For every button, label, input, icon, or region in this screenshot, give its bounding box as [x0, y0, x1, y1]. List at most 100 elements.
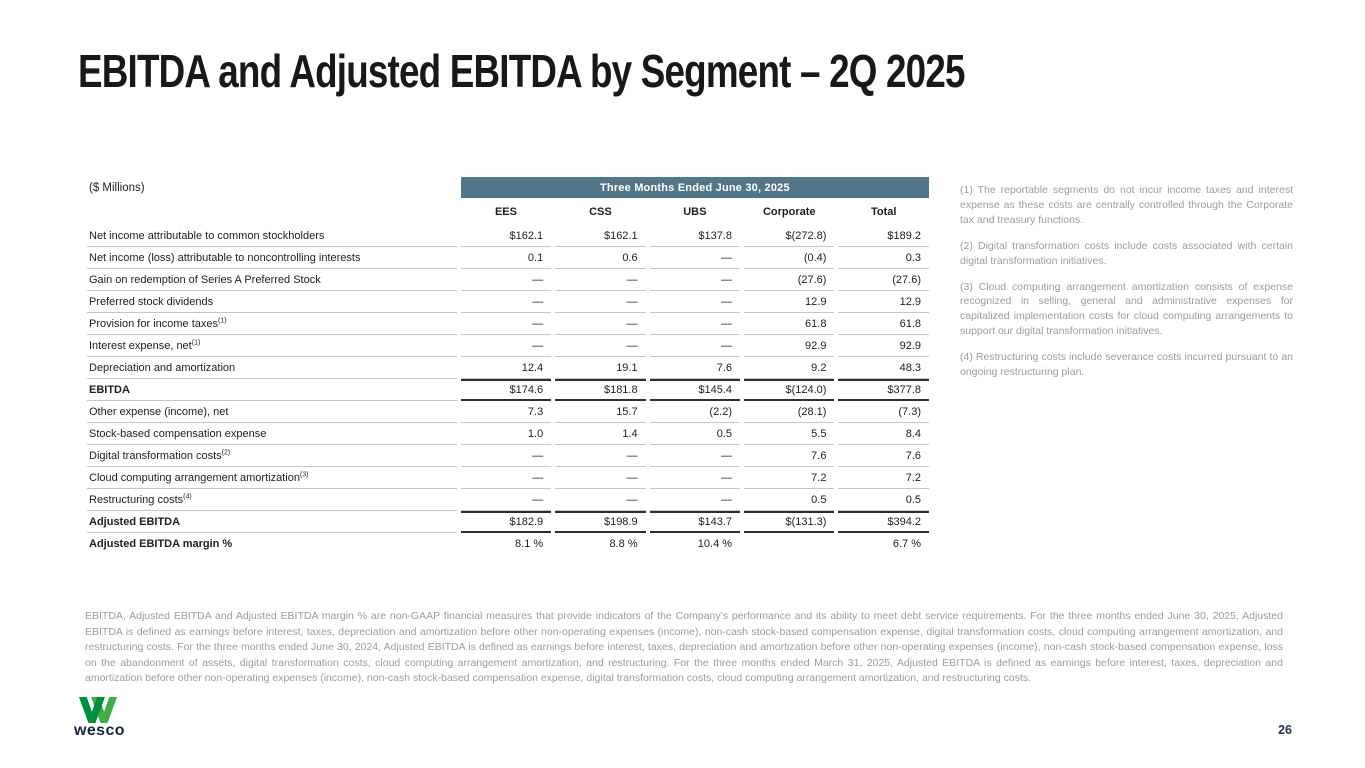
cell-total: 48.3	[838, 357, 929, 379]
cell-total: 0.5	[838, 489, 929, 511]
column-header-corporate: Corporate	[762, 205, 816, 218]
cell-ubs: —	[649, 313, 741, 335]
table-row: Stock-based compensation expense 1.0 1.4…	[87, 423, 929, 445]
column-header-empty	[87, 198, 457, 225]
table-row: Net income (loss) attributable to noncon…	[87, 247, 929, 269]
cell-ubs: 0.5	[649, 423, 741, 445]
non-gaap-disclaimer: EBITDA, Adjusted EBITDA and Adjusted EBI…	[85, 610, 1283, 685]
cell-ees: 0.1	[460, 247, 552, 269]
table-row: Provision for income taxes(1) — — — 61.8…	[87, 313, 929, 335]
cell-corporate: 7.2	[744, 467, 835, 489]
row-label: Net income attributable to common stockh…	[87, 225, 457, 247]
cell-ees: 8.1 %	[515, 538, 544, 550]
cell-ubs: $145.4	[649, 379, 741, 401]
column-header-total: Total	[870, 205, 897, 218]
table-row: Depreciation and amortization 12.4 19.1 …	[87, 357, 929, 379]
cell-ubs: —	[649, 489, 741, 511]
cell-css: $181.8	[555, 379, 646, 401]
row-label: Stock-based compensation expense	[87, 423, 457, 445]
table-row: Other expense (income), net 7.3 15.7 (2.…	[87, 401, 929, 423]
cell-ubs: —	[649, 247, 741, 269]
cell-total: 8.4	[838, 423, 929, 445]
table-row: Digital transformation costs(2) — — — 7.…	[87, 445, 929, 467]
cell-corporate: 9.2	[744, 357, 835, 379]
cell-ees: —	[460, 291, 552, 313]
cell-corporate: 5.5	[744, 423, 835, 445]
table-row: Restructuring costs(4) — — — 0.5 0.5	[87, 489, 929, 511]
cell-css: —	[555, 313, 646, 335]
cell-corporate: $(131.3)	[744, 511, 835, 533]
cell-css: —	[555, 335, 646, 357]
cell-corporate: 92.9	[744, 335, 835, 357]
cell-total: (27.6)	[838, 269, 929, 291]
row-label: Cloud computing arrangement amortization…	[87, 467, 457, 489]
cell-total: $377.8	[838, 379, 929, 401]
row-label: Net income (loss) attributable to noncon…	[87, 247, 457, 269]
cell-total: 0.3	[838, 247, 929, 269]
row-label: Restructuring costs(4)	[87, 489, 457, 511]
cell-ubs: —	[649, 291, 741, 313]
footnote-ref: (1)	[218, 316, 227, 324]
footnote-2: (2) Digital transformation costs include…	[960, 239, 1293, 267]
cell-corporate: (28.1)	[744, 401, 835, 423]
footnote-3: (3) Cloud computing arrangement amortiza…	[960, 280, 1293, 338]
footnote-ref: (1)	[191, 338, 201, 346]
period-header: Three Months Ended June 30, 2025	[460, 177, 929, 198]
cell-css: —	[555, 291, 646, 313]
cell-total: (7.3)	[838, 401, 929, 423]
cell-ees: —	[460, 335, 552, 357]
footnote-ref: (3)	[299, 470, 309, 478]
cell-css: $162.1	[555, 225, 646, 247]
cell-total: 12.9	[838, 291, 929, 313]
cell-ubs: $143.7	[649, 511, 741, 533]
cell-total: 61.8	[838, 313, 929, 335]
cell-corporate: 7.6	[744, 445, 835, 467]
row-label: Digital transformation costs(2)	[87, 445, 457, 467]
cell-corporate: 12.9	[744, 291, 835, 313]
cell-ubs: 10.4 %	[697, 538, 733, 550]
page-number: 26	[1278, 723, 1292, 737]
row-label: Preferred stock dividends	[87, 291, 457, 313]
cell-ubs: (2.2)	[649, 401, 741, 423]
cell-ees: —	[460, 269, 552, 291]
cell-total: 7.2	[838, 467, 929, 489]
table-banner-row: ($ Millions) Three Months Ended June 30,…	[87, 177, 929, 198]
cell-css: —	[555, 445, 646, 467]
cell-corporate: $(124.0)	[744, 379, 835, 401]
wesco-logo-text: wesco	[74, 722, 125, 739]
cell-total: $189.2	[838, 225, 929, 247]
cell-corporate: (0.4)	[744, 247, 835, 269]
cell-css: 19.1	[555, 357, 646, 379]
cell-ees: 7.3	[460, 401, 552, 423]
row-label: Adjusted EBITDA	[87, 511, 457, 533]
cell-css: 8.8 %	[609, 538, 638, 550]
table-column-headers: EES CSS UBS Corporate Total	[87, 198, 929, 225]
cell-ubs: —	[649, 335, 741, 357]
row-label: Provision for income taxes(1)	[87, 313, 457, 335]
cell-ees: —	[460, 445, 552, 467]
column-header-css: CSS	[589, 205, 612, 218]
cell-ubs: 7.6	[649, 357, 741, 379]
cell-corporate: 0.5	[744, 489, 835, 511]
cell-ubs: $137.8	[649, 225, 741, 247]
table-row: Preferred stock dividends — — — 12.9 12.…	[87, 291, 929, 313]
table-row: Net income attributable to common stockh…	[87, 225, 929, 247]
row-label: Gain on redemption of Series A Preferred…	[87, 269, 457, 291]
column-header-ubs: UBS	[683, 205, 707, 218]
cell-css: 15.7	[555, 401, 646, 423]
cell-ees: 12.4	[460, 357, 552, 379]
table-row-adjusted-ebitda-margin: Adjusted EBITDA margin % 8.1 % 8.8 % 10.…	[87, 533, 929, 555]
cell-ees: $162.1	[460, 225, 552, 247]
page-title: EBITDA and Adjusted EBITDA by Segment – …	[78, 45, 965, 97]
segment-ebitda-table: ($ Millions) Three Months Ended June 30,…	[83, 177, 933, 555]
cell-ees: $174.6	[460, 379, 552, 401]
table-row: Cloud computing arrangement amortization…	[87, 467, 929, 489]
cell-ubs: —	[649, 445, 741, 467]
row-label: Other expense (income), net	[87, 401, 457, 423]
cell-total: 92.9	[838, 335, 929, 357]
cell-css: 1.4	[555, 423, 646, 445]
cell-corporate: (27.6)	[744, 269, 835, 291]
wesco-logo: wesco	[74, 697, 144, 739]
footnote-ref: (4)	[183, 492, 192, 500]
